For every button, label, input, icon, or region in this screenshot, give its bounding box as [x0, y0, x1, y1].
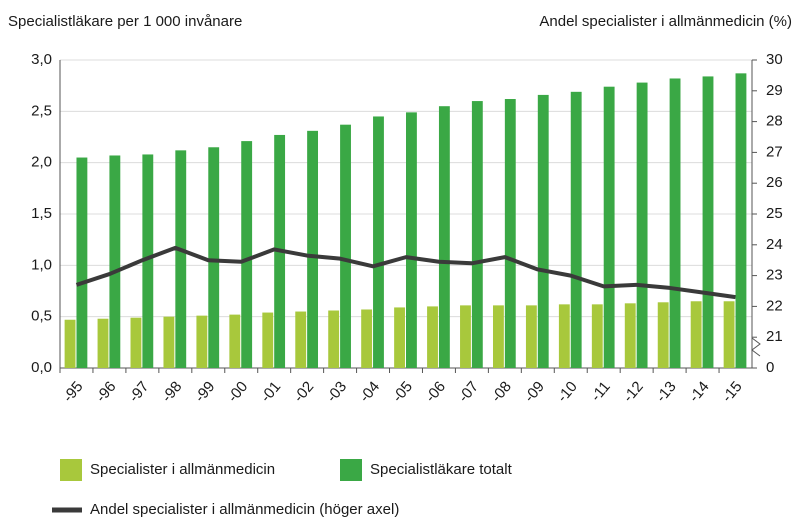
- bar: [328, 310, 340, 368]
- bar: [142, 154, 154, 368]
- bar: [229, 314, 241, 368]
- x-tick-label: -14: [686, 378, 713, 406]
- x-tick-label: -13: [653, 378, 680, 406]
- y-tick-label: 0,5: [31, 308, 52, 325]
- bar: [702, 76, 714, 368]
- x-tick-label: -01: [257, 378, 284, 406]
- x-tick-label: -06: [422, 378, 449, 406]
- bar: [537, 94, 549, 368]
- y-tick-label: 2,5: [31, 102, 52, 119]
- x-tick-label: -07: [455, 378, 482, 406]
- x-tick-label: -05: [389, 378, 416, 406]
- x-tick-label: -00: [224, 378, 251, 406]
- bar: [591, 304, 603, 368]
- y2-tick-label: 0: [766, 359, 774, 376]
- bar: [723, 301, 735, 368]
- bar: [460, 305, 471, 368]
- x-tick-label: -98: [158, 378, 185, 406]
- bar: [394, 307, 405, 368]
- x-tick-label: -09: [521, 378, 548, 406]
- bar: [76, 157, 88, 368]
- y-tick-label: 1,0: [31, 256, 52, 273]
- bar: [307, 130, 319, 368]
- y2-tick-label: 24: [766, 236, 783, 253]
- y2-tick-label: 21: [766, 328, 783, 345]
- x-tick-label: -99: [191, 378, 218, 406]
- bar: [97, 318, 109, 368]
- x-tick-label: -02: [290, 378, 317, 406]
- bar: [196, 315, 208, 368]
- bar: [624, 303, 636, 368]
- x-tick-label: -12: [620, 378, 647, 406]
- bar: [690, 301, 702, 368]
- y-tick-label: 2,0: [31, 154, 52, 171]
- bar: [130, 317, 142, 368]
- bar: [570, 91, 582, 369]
- x-tick-label: -96: [93, 378, 120, 406]
- x-tick-label: -04: [356, 378, 383, 406]
- y-tick-label: 3,0: [31, 51, 52, 68]
- y2-tick-label: 29: [766, 82, 783, 99]
- bar: [492, 305, 504, 368]
- y-tick-label: 0,0: [31, 359, 52, 376]
- y-tick-label: 1,5: [31, 205, 52, 222]
- bar: [340, 124, 351, 369]
- bar: [175, 150, 187, 368]
- bar: [735, 73, 747, 368]
- legend-swatch: [60, 459, 82, 481]
- bar: [471, 101, 483, 369]
- bar: [163, 316, 175, 368]
- bar: [603, 86, 615, 369]
- legend-label: Andel specialister i allmänmedicin (höge…: [90, 501, 399, 518]
- bar: [438, 106, 450, 368]
- bar: [373, 116, 384, 368]
- y2-tick-label: 28: [766, 113, 783, 130]
- bar: [109, 155, 121, 368]
- bar: [504, 99, 516, 368]
- bar: [208, 147, 220, 368]
- bar: [406, 112, 417, 368]
- bar: [262, 312, 274, 368]
- legend-label: Specialistläkare totalt: [370, 461, 513, 478]
- y2-tick-label: 27: [766, 143, 783, 160]
- x-tick-label: -11: [588, 378, 614, 405]
- y2-tick-label: 30: [766, 51, 783, 68]
- line: [75, 245, 736, 300]
- bar: [657, 302, 669, 368]
- x-tick-label: -10: [554, 378, 581, 406]
- x-tick-label: -03: [323, 378, 350, 406]
- y2-tick-label: 22: [766, 297, 783, 314]
- x-tick-label: -08: [488, 378, 515, 406]
- bar: [241, 141, 253, 368]
- axis-break: [751, 337, 761, 357]
- x-tick-label: -15: [719, 378, 746, 406]
- bar: [636, 82, 648, 368]
- bar: [558, 304, 570, 368]
- x-tick-label: -95: [60, 378, 87, 406]
- bar: [361, 309, 373, 368]
- legend-swatch: [340, 459, 362, 481]
- x-tick-label: -97: [126, 378, 153, 406]
- y-axis-label: Specialistläkare per 1 000 invånare: [8, 13, 242, 30]
- bar: [64, 319, 76, 368]
- bar: [427, 306, 438, 368]
- bar: [525, 305, 537, 368]
- legend-label: Specialister i allmänmedicin: [90, 461, 275, 478]
- bar: [669, 78, 681, 368]
- y2-tick-label: 23: [766, 267, 783, 284]
- y2-tick-label: 26: [766, 174, 783, 191]
- bar: [295, 311, 307, 368]
- y2-axis-label: Andel specialister i allmänmedicin (%): [539, 13, 792, 30]
- y2-tick-label: 25: [766, 205, 783, 222]
